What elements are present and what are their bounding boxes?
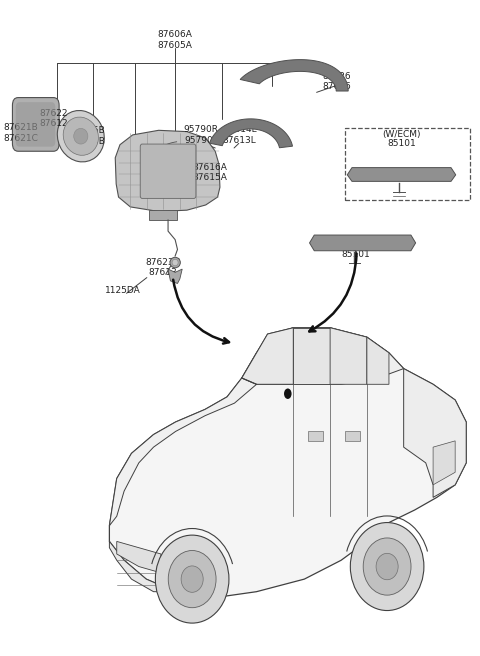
FancyBboxPatch shape bbox=[140, 144, 196, 198]
Polygon shape bbox=[109, 541, 176, 592]
Polygon shape bbox=[109, 378, 256, 525]
Text: 95790R
95790L: 95790R 95790L bbox=[183, 125, 218, 144]
Polygon shape bbox=[117, 541, 161, 573]
FancyBboxPatch shape bbox=[16, 102, 55, 147]
Ellipse shape bbox=[168, 550, 216, 607]
Text: (W/ECM): (W/ECM) bbox=[382, 131, 421, 139]
Polygon shape bbox=[240, 60, 348, 91]
Polygon shape bbox=[347, 168, 456, 181]
Ellipse shape bbox=[363, 538, 411, 595]
Text: 85101: 85101 bbox=[387, 139, 416, 148]
Ellipse shape bbox=[172, 259, 178, 266]
Ellipse shape bbox=[63, 117, 98, 155]
Polygon shape bbox=[293, 328, 330, 384]
Polygon shape bbox=[242, 328, 404, 384]
Polygon shape bbox=[149, 210, 178, 220]
Text: 87616A
87615A: 87616A 87615A bbox=[192, 163, 227, 182]
Polygon shape bbox=[242, 328, 293, 384]
Text: 87623C
87613: 87623C 87613 bbox=[145, 258, 180, 277]
FancyBboxPatch shape bbox=[12, 98, 59, 152]
Polygon shape bbox=[209, 119, 292, 148]
Polygon shape bbox=[330, 328, 367, 384]
Text: 87621B
87621C: 87621B 87621C bbox=[3, 123, 38, 142]
Text: 87625B
87615B: 87625B 87615B bbox=[71, 127, 105, 146]
Polygon shape bbox=[308, 432, 323, 441]
Ellipse shape bbox=[350, 523, 424, 611]
Ellipse shape bbox=[57, 110, 104, 162]
Polygon shape bbox=[168, 269, 182, 283]
Text: 87606A
87605A: 87606A 87605A bbox=[158, 30, 192, 50]
Polygon shape bbox=[115, 131, 220, 211]
Ellipse shape bbox=[376, 554, 398, 580]
Polygon shape bbox=[404, 369, 466, 497]
Polygon shape bbox=[310, 235, 416, 251]
Circle shape bbox=[284, 388, 291, 399]
Ellipse shape bbox=[156, 535, 229, 623]
Text: 87614L
87613L: 87614L 87613L bbox=[223, 125, 257, 144]
Text: 87622
87612: 87622 87612 bbox=[40, 109, 68, 128]
Text: 85101: 85101 bbox=[341, 250, 370, 259]
Polygon shape bbox=[109, 328, 466, 598]
Polygon shape bbox=[367, 337, 389, 384]
Polygon shape bbox=[433, 441, 455, 485]
Text: 1125DA: 1125DA bbox=[106, 285, 141, 295]
Ellipse shape bbox=[170, 257, 180, 268]
Text: 87626
87616: 87626 87616 bbox=[323, 72, 351, 91]
Ellipse shape bbox=[181, 566, 203, 592]
Polygon shape bbox=[345, 432, 360, 441]
Ellipse shape bbox=[74, 129, 88, 144]
